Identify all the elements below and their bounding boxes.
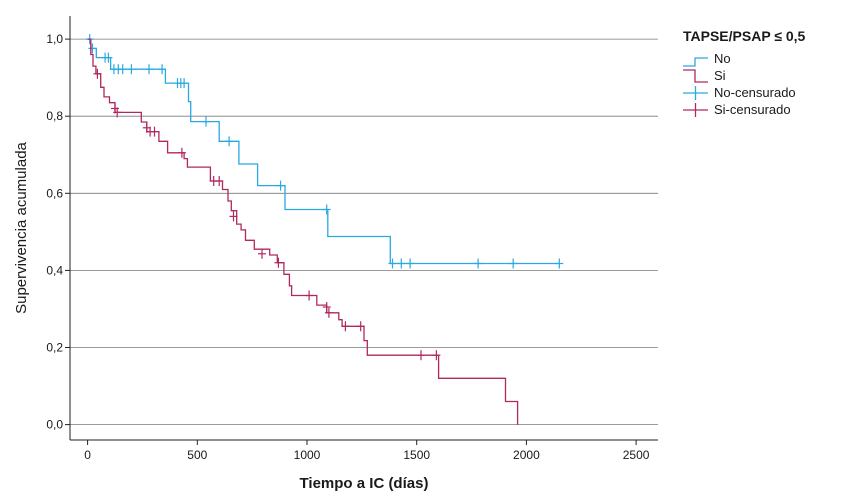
series-si (87, 38, 519, 425)
x-tick-label-0: 0 (84, 448, 91, 462)
x-tick-label-3: 1500 (403, 448, 430, 462)
censor-mark-si-12 (305, 290, 314, 301)
y-axis-label: Supervivencia acumulada (13, 141, 30, 313)
censor-mark-si-5 (150, 126, 159, 137)
y-tick-label-3: 0,6 (46, 186, 63, 200)
censor-mark-si-17 (417, 350, 425, 361)
survival-curve-no (87, 38, 560, 265)
legend-item-no: No (683, 51, 731, 67)
censor-mark-no-9 (158, 64, 167, 75)
censor-mark-no-16 (322, 204, 331, 215)
legend-item-si-censurado: Si-censurado (683, 102, 791, 117)
censor-mark-si-0 (93, 68, 102, 79)
survival-curve-si (87, 38, 519, 425)
censor-mark-si-9 (229, 211, 238, 222)
censor-mark-no-1 (88, 43, 97, 54)
legend-swatch-si (683, 69, 708, 83)
censor-mark-si-8 (215, 176, 224, 186)
censor-mark-no-20 (474, 258, 483, 269)
censor-mark-no-21 (509, 258, 518, 269)
censor-mark-si-13 (322, 302, 331, 312)
censor-mark-no-19 (406, 258, 415, 269)
censor-mark-no-22 (555, 258, 564, 269)
censor-mark-si-16 (356, 321, 365, 332)
censor-mark-no-3 (104, 52, 113, 63)
series-no (85, 34, 564, 269)
gridlines (70, 38, 658, 426)
axes (69, 16, 658, 441)
censor-mark-no-15 (276, 180, 285, 191)
x-ticks: 0 500 1000 1500 2000 2500 (84, 440, 650, 462)
legend-title: TAPSE/PSAP ≤ 0,5 (683, 28, 806, 44)
censor-mark-no-12 (180, 78, 189, 89)
legend: TAPSE/PSAP ≤ 0,5 No Si No-censurado Si-c… (683, 28, 806, 117)
x-tick-label-5: 2500 (623, 448, 650, 462)
censor-mark-si-11 (274, 257, 283, 268)
censor-mark-si-14 (324, 307, 333, 318)
censor-mark-si-18 (432, 350, 441, 361)
y-ticks: 0,0 0,2 0,4 0,6 0,8 1,0 (46, 32, 70, 432)
y-tick-label-1: 0,2 (46, 341, 63, 355)
legend-label-si-censurado: Si-censurado (714, 102, 791, 117)
x-tick-label-1: 500 (187, 448, 207, 462)
y-tick-label-2: 0,4 (46, 263, 63, 277)
censor-mark-no-14 (225, 136, 234, 147)
censor-mark-no-6 (118, 64, 127, 75)
y-tick-label-0: 0,0 (46, 418, 63, 432)
series-layer (85, 34, 564, 425)
legend-label-no-censurado: No-censurado (714, 85, 796, 100)
legend-item-si: Si (683, 68, 726, 83)
censor-mark-no-17 (388, 258, 397, 269)
y-tick-label-5: 1,0 (46, 32, 63, 46)
censor-mark-no-8 (145, 64, 153, 75)
x-tick-label-2: 1000 (294, 448, 321, 462)
censor-mark-si-10 (258, 248, 266, 259)
x-tick-label-4: 2000 (513, 448, 540, 462)
legend-swatch-no (683, 57, 708, 67)
censor-mark-si-6 (177, 147, 186, 158)
censor-mark-no-7 (127, 64, 136, 75)
censor-mark-si-15 (341, 321, 350, 332)
x-axis-label: Tiempo a IC (días) (300, 475, 429, 492)
legend-item-no-censurado: No-censurado (683, 85, 796, 100)
censor-mark-si-2 (113, 107, 122, 118)
legend-label-si: Si (714, 68, 726, 83)
y-tick-label-4: 0,8 (46, 109, 63, 123)
censor-mark-no-18 (397, 258, 406, 269)
censor-mark-no-13 (202, 116, 210, 127)
legend-label-no: No (714, 51, 731, 66)
